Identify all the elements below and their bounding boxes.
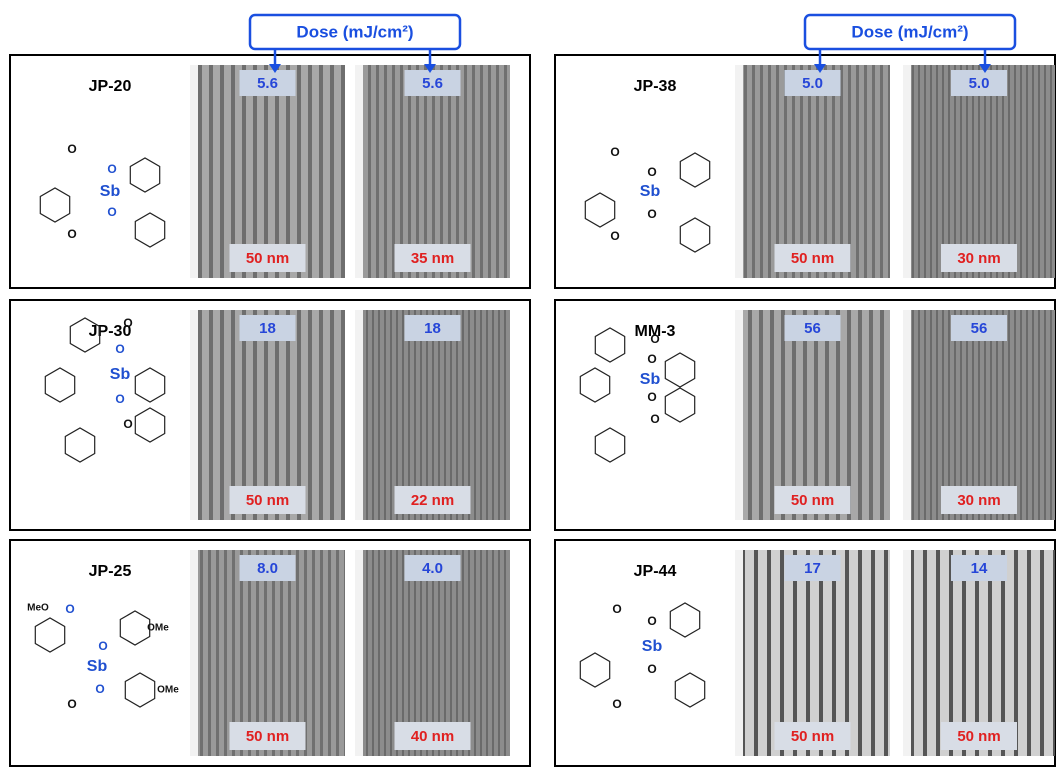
scale-strip (735, 310, 743, 520)
dose-value: 18 (259, 320, 276, 337)
dose-value: 56 (971, 320, 988, 337)
compound-name: JP-25 (89, 563, 132, 580)
dose-value: 17 (804, 560, 821, 577)
scale-strip (190, 310, 198, 520)
dose-value: 5.0 (969, 75, 990, 92)
dose-header: Dose (mJ/cm²) (851, 22, 968, 41)
scale-strip (735, 65, 743, 278)
compound-name: JP-44 (634, 563, 677, 580)
atom-label: O (98, 639, 107, 653)
atom-label: O (610, 229, 619, 243)
figure: JP-20OOSbOO5.650 nm5.635 nmJP-38OOSbOO5.… (0, 0, 1057, 768)
atom-label: O (647, 390, 656, 404)
ring (675, 673, 704, 707)
ring (580, 653, 609, 687)
atom-label: MeO (27, 603, 49, 614)
atom-label: O (612, 697, 621, 711)
scale-strip (735, 550, 743, 756)
atom-label: O (107, 205, 116, 219)
size-value: 50 nm (246, 250, 289, 267)
ring (135, 213, 164, 247)
size-value: 22 nm (411, 492, 454, 509)
dose-header: Dose (mJ/cm²) (296, 22, 413, 41)
ring (585, 193, 614, 227)
ring (135, 408, 164, 442)
ring (120, 611, 149, 645)
atom-label: Sb (110, 366, 131, 383)
atom-label: O (115, 342, 124, 356)
atom-label: O (647, 614, 656, 628)
ring (680, 153, 709, 187)
atom-label: O (612, 602, 621, 616)
atom-label: Sb (100, 183, 121, 200)
scale-strip (355, 550, 363, 756)
scale-strip (190, 65, 198, 278)
compound-name: JP-38 (634, 78, 677, 95)
atom-label: Sb (640, 371, 661, 388)
ring (130, 158, 159, 192)
scale-strip (903, 550, 911, 756)
atom-label: O (650, 332, 659, 346)
dose-value: 5.6 (422, 75, 443, 92)
dose-value: 5.6 (257, 75, 278, 92)
ring (665, 388, 694, 422)
ring (45, 368, 74, 402)
dose-value: 14 (971, 560, 988, 577)
atom-label: Sb (87, 658, 108, 675)
atom-label: O (115, 392, 124, 406)
compound-name: JP-20 (89, 78, 132, 95)
atom-label: Sb (640, 183, 661, 200)
atom-label: O (650, 412, 659, 426)
dose-value: 18 (424, 320, 441, 337)
ring (40, 188, 69, 222)
atom-label: O (647, 352, 656, 366)
atom-label: O (123, 316, 132, 330)
dose-value: 8.0 (257, 560, 278, 577)
ring (580, 368, 609, 402)
dose-value: 56 (804, 320, 821, 337)
dose-value: 5.0 (802, 75, 823, 92)
dose-value: 4.0 (422, 560, 443, 577)
size-value: 35 nm (411, 250, 454, 267)
atom-label: OMe (147, 623, 169, 634)
scale-strip (355, 65, 363, 278)
size-value: 30 nm (957, 492, 1000, 509)
ring (670, 603, 699, 637)
atom-label: OMe (157, 685, 179, 696)
ring (680, 218, 709, 252)
size-value: 30 nm (957, 250, 1000, 267)
atom-label: O (67, 142, 76, 156)
size-value: 40 nm (411, 728, 454, 745)
ring (35, 618, 64, 652)
ring (595, 428, 624, 462)
size-value: 50 nm (957, 728, 1000, 745)
scale-strip (190, 550, 198, 756)
atom-label: O (610, 145, 619, 159)
ring (135, 368, 164, 402)
scale-strip (355, 310, 363, 520)
ring (595, 328, 624, 362)
page: JP-20OOSbOO5.650 nm5.635 nmJP-38OOSbOO5.… (0, 0, 1057, 773)
ring (665, 353, 694, 387)
size-value: 50 nm (791, 250, 834, 267)
atom-label: O (647, 207, 656, 221)
size-value: 50 nm (246, 728, 289, 745)
atom-label: O (67, 227, 76, 241)
scale-strip (903, 65, 911, 278)
size-value: 50 nm (791, 728, 834, 745)
atom-label: Sb (642, 638, 663, 655)
atom-label: O (67, 697, 76, 711)
size-value: 50 nm (246, 492, 289, 509)
atom-label: O (107, 162, 116, 176)
ring (125, 673, 154, 707)
size-value: 50 nm (791, 492, 834, 509)
atom-label: O (647, 662, 656, 676)
scale-strip (903, 310, 911, 520)
atom-label: O (95, 682, 104, 696)
atom-label: O (647, 165, 656, 179)
ring (65, 428, 94, 462)
atom-label: O (123, 417, 132, 431)
atom-label: O (65, 602, 74, 616)
